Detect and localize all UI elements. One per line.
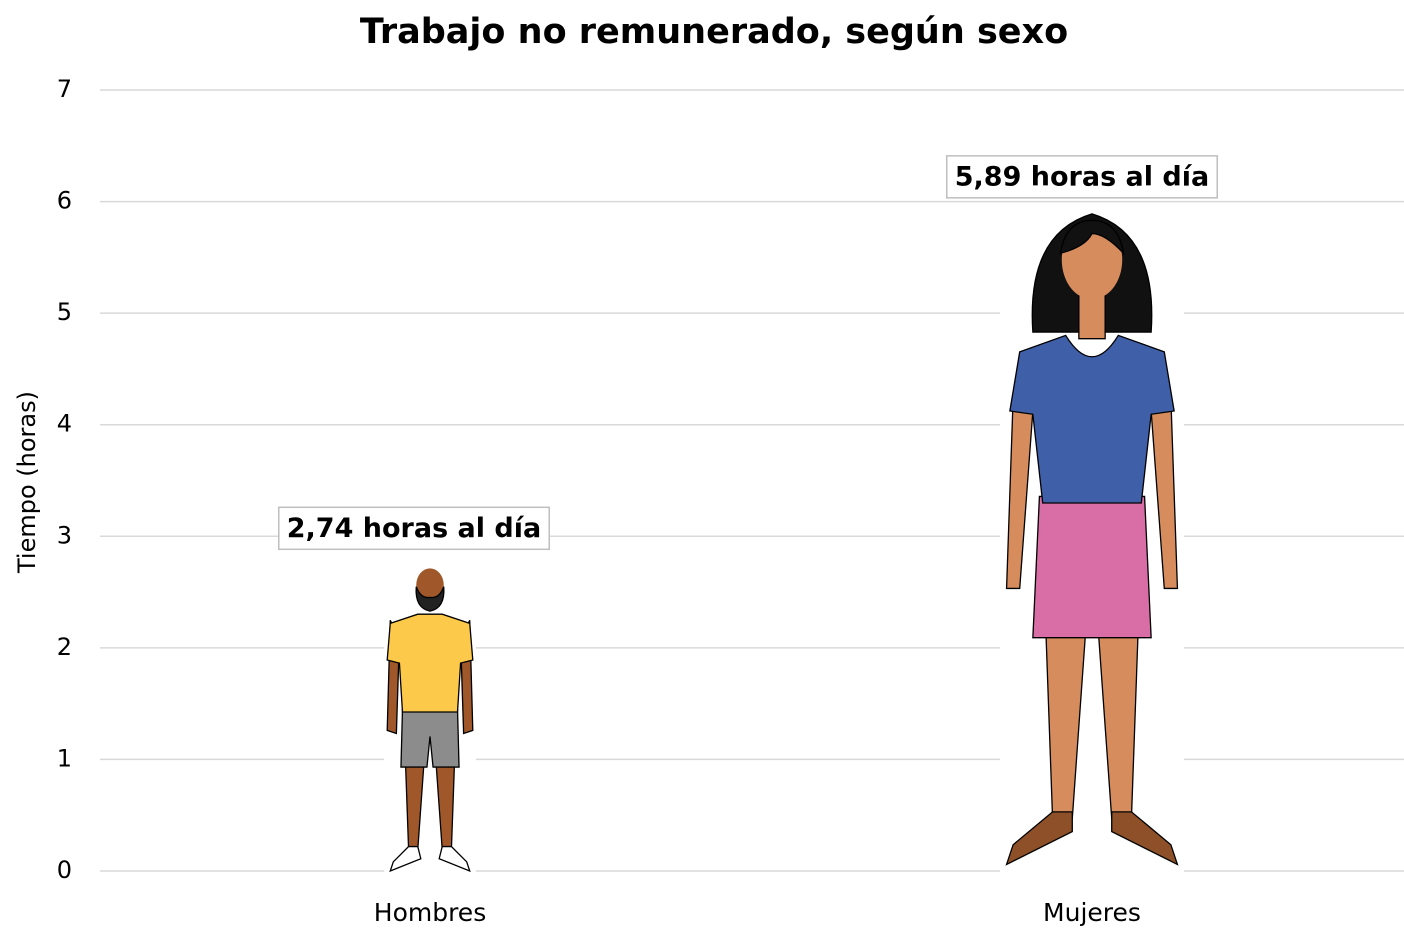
y-axis-label: Tiempo (horas) bbox=[13, 391, 41, 574]
shirt bbox=[387, 614, 473, 712]
value-label-box bbox=[946, 155, 1218, 199]
x-tick-label: Hombres bbox=[374, 898, 486, 927]
neck bbox=[1079, 293, 1105, 339]
y-tick-label: 0 bbox=[57, 856, 72, 884]
value-label: 2,74 horas al día bbox=[287, 513, 541, 544]
shoe bbox=[1007, 812, 1178, 865]
value-label: 5,89 horas al día bbox=[955, 161, 1209, 192]
y-tick-label: 4 bbox=[57, 410, 72, 438]
figure bbox=[1000, 214, 1184, 878]
y-tick-label: 5 bbox=[57, 298, 72, 326]
chart-title: Trabajo no remunerado, según sexo bbox=[360, 12, 1068, 52]
y-tick-label: 7 bbox=[57, 75, 72, 103]
y-tick-label: 1 bbox=[57, 744, 72, 772]
shorts bbox=[401, 709, 459, 767]
y-tick-label: 2 bbox=[57, 633, 72, 661]
head bbox=[416, 568, 444, 602]
x-tick-label: Mujeres bbox=[1043, 898, 1141, 927]
skirt bbox=[1033, 496, 1151, 637]
fringe bbox=[1060, 220, 1123, 253]
y-tick-label: 6 bbox=[57, 187, 72, 215]
shirt bbox=[1010, 335, 1174, 503]
y-tick-label: 3 bbox=[57, 521, 72, 549]
shoe bbox=[390, 847, 469, 871]
beard bbox=[416, 587, 444, 611]
value-label-box bbox=[278, 506, 550, 551]
figure bbox=[384, 565, 476, 874]
